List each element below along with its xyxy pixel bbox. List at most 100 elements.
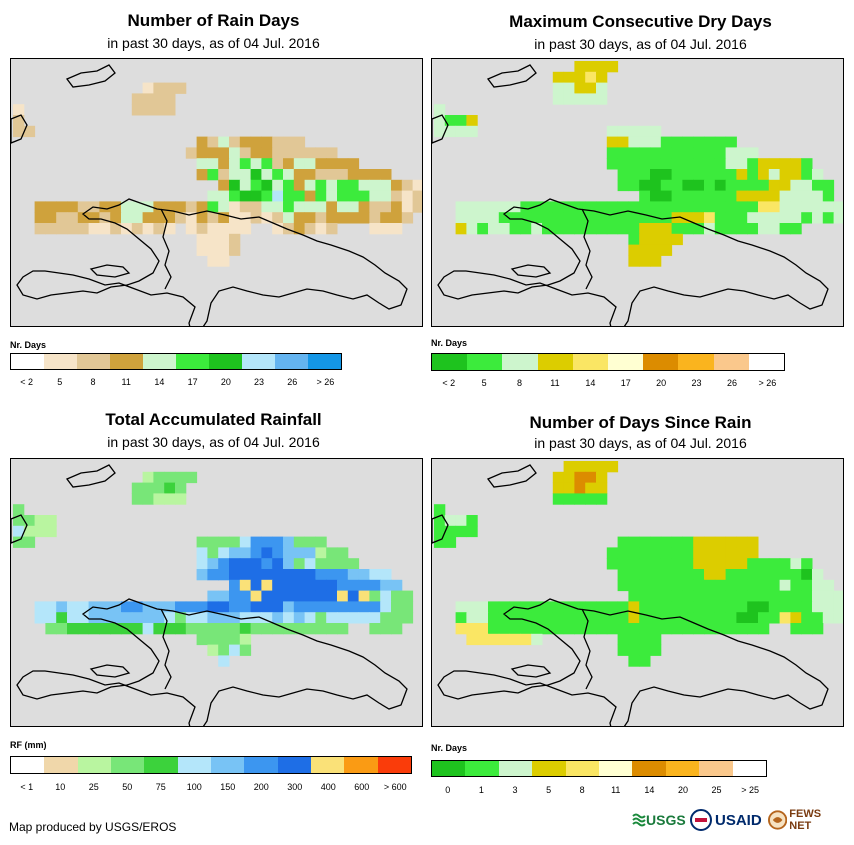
grid-cell: [574, 212, 586, 224]
grid-cell: [639, 179, 651, 192]
grid-cell: [779, 212, 791, 224]
grid-cell: [283, 612, 295, 624]
legend-ticks: 0 1 3 5 8 11 14 20 25 > 25: [431, 785, 767, 795]
grid-cell: [304, 579, 316, 592]
grid-cell: [660, 212, 673, 224]
grid-cell: [34, 525, 46, 538]
grid-cell: [650, 644, 662, 656]
grid-cell: [326, 169, 338, 181]
grid-cell: [736, 190, 748, 202]
grid-cell: [693, 601, 705, 613]
grid-cell: [347, 558, 360, 570]
grid-cell: [693, 558, 705, 570]
grid-cell: [175, 601, 187, 613]
grid-cell: [380, 201, 392, 213]
grid-cell: [617, 633, 629, 646]
grid-cell: [326, 579, 338, 592]
grid-cell: [326, 569, 338, 581]
grid-cell: [56, 223, 68, 235]
grid-cell: [801, 612, 813, 624]
grid-cell: [768, 590, 781, 602]
grid-cell: [56, 623, 68, 635]
grid-cell: [315, 590, 327, 602]
grid-cell: [714, 547, 727, 559]
grid-cell: [725, 169, 737, 181]
grid-cell: [337, 590, 349, 602]
legend-tick-label: 0: [445, 785, 451, 795]
grid-cell: [801, 558, 813, 570]
grid-cell: [56, 601, 68, 613]
grid-cell: [758, 158, 770, 170]
grid-cell: [768, 558, 781, 570]
grid-cell: [164, 601, 176, 613]
grid-cell: [639, 158, 651, 170]
grid-cell: [617, 201, 629, 213]
grid-cell: [207, 190, 219, 202]
grid-cell: [606, 61, 619, 73]
panel-rain-days: Number of Rain Days in past 30 days, as …: [0, 0, 427, 400]
grid-cell: [725, 590, 737, 602]
grid-cell: [34, 201, 46, 213]
grid-cell: [704, 190, 716, 202]
legend-title: Nr. Days: [10, 340, 47, 350]
grid-cell: [337, 601, 349, 613]
grid-cell: [639, 190, 651, 202]
grid-cell: [229, 147, 241, 159]
fews-net-logo-text: FEWS NET: [789, 808, 822, 832]
grid-cell: [758, 579, 770, 592]
grid-cell: [304, 569, 316, 581]
grid-cell: [369, 612, 381, 624]
grid-cell: [196, 623, 208, 635]
grid-cell: [142, 601, 154, 613]
grid-cell: [337, 623, 349, 635]
grid-cell: [293, 223, 306, 235]
grid-cell: [682, 158, 694, 170]
grid-cell: [272, 536, 284, 548]
grid-cell: [110, 223, 122, 235]
grid-cell: [315, 623, 327, 635]
grid-cell: [185, 147, 198, 159]
grid-cell: [488, 612, 500, 624]
grid-cell: [218, 244, 230, 256]
grid-cell: [218, 223, 230, 235]
grid-cell: [337, 569, 349, 581]
grid-cell: [682, 569, 694, 581]
grid-cell: [326, 201, 338, 213]
grid-cell: [833, 612, 843, 624]
grid-cell: [693, 547, 705, 559]
grid-cell: [725, 212, 737, 224]
grid-cell: [574, 471, 586, 484]
grid-cell: [131, 601, 144, 613]
panel-title: Number of Rain Days: [127, 11, 300, 30]
legend-tick-label: 23: [691, 378, 702, 388]
grid-cell: [142, 223, 154, 235]
grid-cell: [337, 212, 349, 224]
legend-tick-label: 8: [579, 785, 585, 795]
grid-cell: [671, 169, 683, 181]
grid-cell: [229, 569, 241, 581]
grid-cell: [196, 601, 208, 613]
grid-cell: [747, 190, 759, 202]
grid-cell: [660, 201, 673, 213]
grid-cell: [229, 547, 241, 559]
grid-cell: [682, 136, 694, 148]
grid-cell: [391, 212, 403, 224]
grid-cell: [488, 623, 500, 635]
grid-cell: [239, 212, 252, 224]
grid-cell: [758, 190, 770, 202]
grid-cell: [628, 644, 640, 656]
grid-cell: [812, 612, 824, 624]
grid-cell: [121, 601, 133, 613]
grid-cell: [229, 158, 241, 170]
grid-cell: [229, 558, 241, 570]
legend-tick-label: 20: [656, 378, 667, 388]
grid-cell: [239, 590, 252, 602]
grid-cell: [110, 612, 122, 624]
grid-cell: [714, 612, 727, 624]
grid-cell: [822, 601, 835, 613]
grid-cell: [660, 136, 673, 148]
grid-cell: [88, 212, 100, 224]
grid-cell: [229, 601, 241, 613]
grid-cell: [747, 558, 759, 570]
grid-cell: [77, 223, 90, 235]
